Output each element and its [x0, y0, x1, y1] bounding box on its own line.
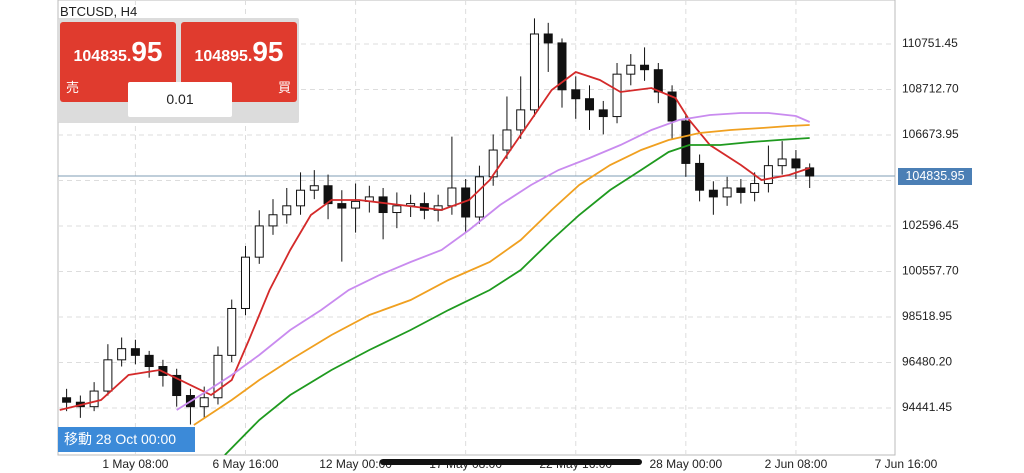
- buy-price-big: 95: [252, 36, 284, 67]
- y-tick-label: 94441.45: [902, 400, 952, 414]
- candle-body: [557, 42, 567, 91]
- y-tick-label: 110751.45: [902, 36, 958, 50]
- x-tick-label: 1 May 08:00: [102, 457, 168, 471]
- sell-price: 104835.95: [60, 36, 176, 68]
- move-label[interactable]: 移動 28 Oct 00:00: [58, 427, 195, 452]
- candle-body: [474, 176, 484, 218]
- candle-body: [667, 91, 677, 122]
- sell-price-main: 104835.: [73, 48, 132, 65]
- candle-body: [296, 189, 306, 207]
- candle-body: [117, 348, 127, 361]
- candle-body: [626, 64, 636, 75]
- candle-body: [791, 158, 801, 169]
- candle-body: [681, 120, 691, 164]
- candle-body: [529, 33, 539, 111]
- order-panel: 104835.95 売 104895.95 買 0.01: [58, 18, 299, 123]
- candle-body: [378, 196, 388, 214]
- moving-average-line: [59, 70, 810, 411]
- y-tick-label: 108712.70: [902, 82, 959, 96]
- candle-body: [653, 69, 663, 93]
- x-tick-label: 12 May 00:00: [319, 457, 392, 471]
- moving-average-line: [224, 137, 810, 455]
- candle-body: [240, 256, 250, 309]
- candle-body: [722, 187, 732, 198]
- candle-body: [763, 165, 773, 185]
- candle-body: [309, 185, 319, 191]
- y-tick-label: 106673.95: [902, 127, 959, 141]
- volume-input[interactable]: 0.01: [128, 82, 232, 117]
- candle-body: [337, 203, 347, 209]
- y-tick-label: 100557.70: [902, 264, 959, 278]
- candle-body: [268, 214, 278, 227]
- buy-price-main: 104895.: [194, 48, 253, 65]
- candle-body: [488, 149, 498, 178]
- candle-body: [254, 225, 264, 258]
- y-tick-label: 102596.45: [902, 218, 959, 232]
- candle-body: [736, 187, 746, 193]
- candle-body: [172, 374, 182, 397]
- candle-body: [598, 109, 608, 118]
- candle-body: [750, 183, 760, 193]
- y-tick-label: 98518.95: [902, 309, 952, 323]
- candle-body: [571, 89, 581, 100]
- candle-body: [585, 98, 595, 111]
- x-tick-label: 6 May 16:00: [212, 457, 278, 471]
- sell-label: 売: [66, 80, 80, 95]
- candle-body: [213, 354, 223, 399]
- candle-body: [447, 187, 457, 207]
- candle-body: [227, 307, 237, 356]
- candle-body: [282, 205, 292, 216]
- candle-body: [199, 397, 209, 408]
- y-tick-label: 96480.20: [902, 355, 952, 369]
- candle-body: [612, 73, 622, 118]
- candle-body: [805, 167, 815, 177]
- candle-body: [144, 354, 154, 368]
- candle-body: [695, 162, 705, 191]
- candle-body: [543, 33, 553, 44]
- sell-price-big: 95: [131, 36, 163, 67]
- candle-body: [89, 390, 99, 408]
- candle-body: [62, 397, 72, 403]
- moving-average-line: [193, 124, 810, 426]
- candle-body: [777, 158, 787, 167]
- sell-button[interactable]: 104835.95 売: [60, 22, 176, 102]
- candle-body: [502, 129, 512, 151]
- candle-body: [708, 189, 718, 198]
- current-price-label: 104835.95: [898, 168, 972, 185]
- candle-body: [130, 348, 140, 356]
- candle-body: [516, 109, 526, 131]
- candle-body: [351, 200, 361, 209]
- buy-price: 104895.95: [181, 36, 297, 68]
- moving-average-line: [176, 112, 811, 411]
- candle-body: [392, 205, 402, 214]
- x-tick-label: 7 Jun 16:00: [875, 457, 938, 471]
- x-tick-label: 28 May 00:00: [649, 457, 722, 471]
- symbol: BTCUSD, H4: [60, 4, 138, 19]
- buy-label: 買: [277, 80, 291, 95]
- candle-body: [103, 359, 113, 392]
- scrollbar[interactable]: [380, 459, 642, 465]
- candle-body: [640, 64, 650, 71]
- x-tick-label: 2 Jun 08:00: [765, 457, 828, 471]
